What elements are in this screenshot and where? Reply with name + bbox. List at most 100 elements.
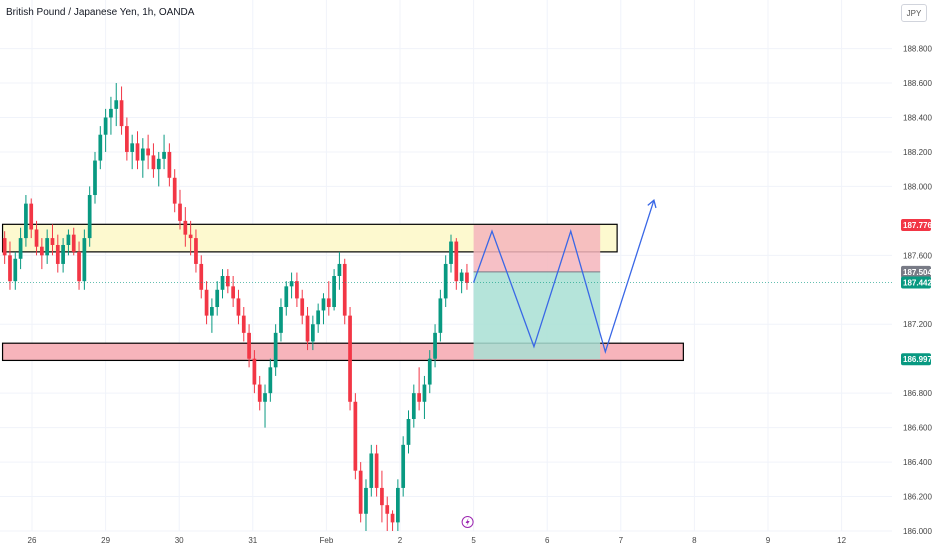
candle-body (321, 298, 326, 311)
x-tick-label: 29 (101, 536, 110, 545)
lightning-glyph (465, 518, 470, 526)
candle-body (449, 241, 453, 264)
take-profit-area[interactable] (473, 271, 601, 360)
y-tick-label: 187.600 (903, 251, 932, 260)
candle-body (236, 298, 241, 316)
candle-body (326, 298, 331, 308)
stop-loss-area[interactable] (473, 225, 601, 272)
candle-body (332, 276, 336, 308)
y-tick-label: 186.200 (903, 493, 932, 502)
candle-body (433, 332, 437, 359)
candle-body (183, 220, 188, 235)
candle-body (167, 151, 172, 178)
x-tick-label: 5 (471, 536, 476, 545)
price-badge (901, 276, 931, 289)
x-tick-label: 12 (837, 536, 846, 545)
short-position-tool[interactable] (473, 225, 601, 360)
projection-path[interactable] (472, 199, 655, 355)
candle-body (247, 332, 251, 359)
candle-body (295, 281, 299, 299)
candle-body (257, 384, 262, 402)
candle-body (34, 229, 39, 247)
x-tick-label: 31 (248, 536, 257, 545)
price-axis[interactable]: 188.800 188.600 188.400 188.200 188.000 187.6… (903, 45, 932, 536)
x-tick-label: Feb (320, 536, 334, 545)
price-badge-text: 187.776 (903, 221, 932, 230)
candle-body (225, 276, 230, 287)
candle-body (77, 251, 81, 282)
y-tick-label: 186.400 (903, 458, 932, 467)
price-badge-text: 187.504 (903, 268, 932, 277)
candle-body (135, 143, 140, 161)
y-tick-label: 186.800 (903, 389, 932, 398)
candle-body (8, 255, 12, 282)
candle-body (390, 513, 395, 523)
x-tick-label: 9 (766, 536, 771, 545)
x-tick-label: 8 (692, 536, 697, 545)
candle-body (114, 100, 119, 109)
time-axis[interactable]: 26 29 30 31 Feb 2 5 6 7 8 9 12 (28, 536, 847, 545)
candle-body (24, 203, 28, 239)
y-tick-label: 188.400 (903, 113, 932, 122)
price-badge (901, 219, 931, 231)
price-badge-text: 187.442 (903, 279, 932, 288)
candle-body (289, 281, 294, 287)
x-tick-label: 30 (175, 536, 184, 545)
candle-body (13, 258, 18, 282)
candle-body (109, 108, 113, 118)
candle-body (125, 126, 129, 152)
candle-body (337, 263, 342, 276)
y-tick-label: 188.800 (903, 45, 932, 54)
currency-button[interactable]: JPY (901, 4, 927, 22)
y-tick-label: 188.200 (903, 148, 932, 157)
candle-body (210, 307, 214, 316)
candle-body (204, 289, 209, 316)
candle-body (353, 401, 358, 471)
candle-body (156, 158, 161, 170)
candle-body (401, 444, 406, 488)
price-labels-layer: 187.776 187.504 187.442 186.997 (901, 219, 932, 366)
candle-body (140, 148, 145, 161)
candle-body (310, 324, 315, 342)
candle-body (215, 289, 220, 308)
candle-body (39, 246, 44, 256)
candle-body (406, 419, 411, 445)
y-tick-label: 188.600 (903, 79, 932, 88)
candle-body (231, 286, 236, 299)
price-badge (901, 265, 931, 278)
candle-body (2, 238, 7, 256)
candle-body (427, 358, 432, 385)
candle-body (443, 263, 448, 299)
candle-body (369, 453, 374, 488)
y-tick-label: 188.000 (903, 182, 932, 191)
candle-body (61, 244, 65, 264)
candle-body (103, 117, 108, 135)
candle-body (273, 332, 278, 368)
candle-body (411, 393, 416, 420)
candle-body (93, 160, 97, 196)
y-tick-label: 187.200 (903, 320, 932, 329)
candle-body (252, 358, 257, 385)
x-tick-label: 2 (398, 536, 403, 545)
candle-body (305, 315, 310, 342)
candle-body (119, 100, 124, 127)
y-tick-label: 186.000 (903, 527, 932, 536)
projection-path-layer[interactable] (472, 199, 657, 355)
candle-body (130, 143, 135, 152)
candle-body (268, 367, 273, 394)
y-tick-label: 186.600 (903, 424, 932, 433)
candle-body (241, 315, 246, 333)
projection-arrowhead (647, 199, 657, 209)
candle-body (178, 203, 182, 221)
candle-body (172, 177, 177, 204)
candle-body (98, 134, 103, 161)
chart-title: British Pound / Japanese Yen, 1h, OANDA (6, 7, 195, 18)
event-marker[interactable] (461, 516, 474, 528)
candle-body (364, 487, 368, 514)
candle-body (459, 272, 464, 282)
candle-body (374, 453, 379, 488)
candle-body (396, 487, 400, 523)
candle-body (18, 238, 23, 259)
price-badge (901, 353, 931, 366)
